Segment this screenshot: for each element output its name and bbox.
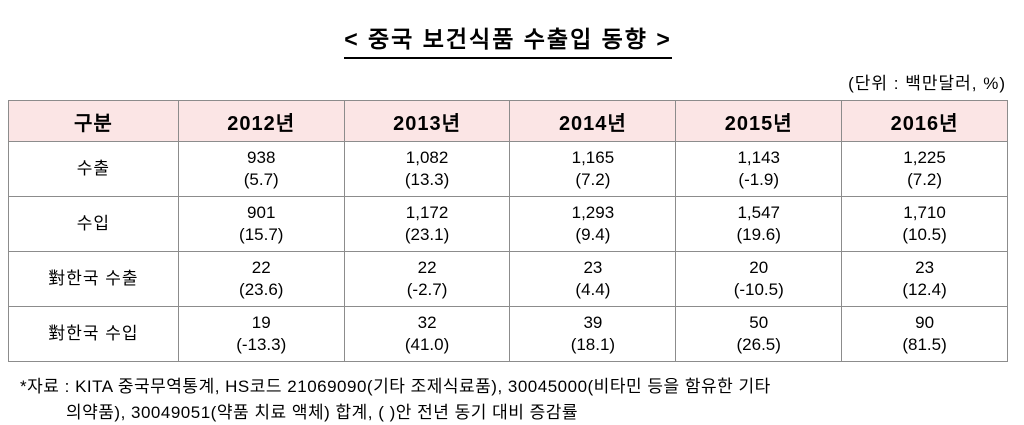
growth-rate: (7.2) xyxy=(510,169,675,191)
growth-rate: (23.1) xyxy=(345,224,510,246)
value-cell: 1,165 (7.2) xyxy=(510,142,676,197)
growth-rate: (12.4) xyxy=(842,279,1007,301)
main-value: 1,710 xyxy=(842,202,1007,224)
column-header-2013: 2013년 xyxy=(344,101,510,142)
value-cell: 1,143 (-1.9) xyxy=(676,142,842,197)
footnote-line-1: *자료 : KITA 중국무역통계, HS코드 21069090(기타 조제식료… xyxy=(20,374,1008,400)
main-value: 22 xyxy=(179,257,344,279)
growth-rate: (5.7) xyxy=(179,169,344,191)
main-value: 50 xyxy=(676,312,841,334)
table-row-import-from-korea: 對한국 수입 19 (-13.3) 32 (41.0) 39 (18.1) 50… xyxy=(9,307,1008,362)
growth-rate: (19.6) xyxy=(676,224,841,246)
table-row-export: 수출 938 (5.7) 1,082 (13.3) 1,165 (7.2) 1,… xyxy=(9,142,1008,197)
growth-rate: (-1.9) xyxy=(676,169,841,191)
value-cell: 901 (15.7) xyxy=(178,197,344,252)
trade-data-table: 구분 2012년 2013년 2014년 2015년 2016년 수출 938 … xyxy=(8,100,1008,362)
main-value: 19 xyxy=(179,312,344,334)
value-cell: 938 (5.7) xyxy=(178,142,344,197)
row-label: 對한국 수출 xyxy=(9,252,179,307)
growth-rate: (-2.7) xyxy=(345,279,510,301)
value-cell: 1,082 (13.3) xyxy=(344,142,510,197)
growth-rate: (15.7) xyxy=(179,224,344,246)
growth-rate: (10.5) xyxy=(842,224,1007,246)
value-cell: 22 (23.6) xyxy=(178,252,344,307)
main-value: 32 xyxy=(345,312,510,334)
main-value: 39 xyxy=(510,312,675,334)
growth-rate: (9.4) xyxy=(510,224,675,246)
value-cell: 39 (18.1) xyxy=(510,307,676,362)
unit-label: (단위 : 백만달러, %) xyxy=(8,69,1006,94)
column-header-2012: 2012년 xyxy=(178,101,344,142)
value-cell: 1,710 (10.5) xyxy=(842,197,1008,252)
value-cell: 1,172 (23.1) xyxy=(344,197,510,252)
growth-rate: (18.1) xyxy=(510,334,675,356)
growth-rate: (-13.3) xyxy=(179,334,344,356)
value-cell: 1,293 (9.4) xyxy=(510,197,676,252)
title-container: < 중국 보건식품 수출입 동향 > xyxy=(8,20,1008,59)
column-header-2015: 2015년 xyxy=(676,101,842,142)
main-value: 938 xyxy=(179,147,344,169)
source-footnote: *자료 : KITA 중국무역통계, HS코드 21069090(기타 조제식료… xyxy=(8,374,1008,425)
main-value: 1,143 xyxy=(676,147,841,169)
footnote-line-2: 의약품), 30049051(약품 치료 액체) 합계, ( )안 전년 동기 … xyxy=(20,400,1008,425)
growth-rate: (4.4) xyxy=(510,279,675,301)
main-value: 1,225 xyxy=(842,147,1007,169)
value-cell: 20 (-10.5) xyxy=(676,252,842,307)
value-cell: 90 (81.5) xyxy=(842,307,1008,362)
table-header-row: 구분 2012년 2013년 2014년 2015년 2016년 xyxy=(9,101,1008,142)
main-value: 23 xyxy=(842,257,1007,279)
value-cell: 23 (12.4) xyxy=(842,252,1008,307)
main-value: 23 xyxy=(510,257,675,279)
value-cell: 1,547 (19.6) xyxy=(676,197,842,252)
main-value: 1,172 xyxy=(345,202,510,224)
column-header-category: 구분 xyxy=(9,101,179,142)
main-value: 1,165 xyxy=(510,147,675,169)
growth-rate: (7.2) xyxy=(842,169,1007,191)
growth-rate: (13.3) xyxy=(345,169,510,191)
main-value: 1,082 xyxy=(345,147,510,169)
value-cell: 50 (26.5) xyxy=(676,307,842,362)
value-cell: 1,225 (7.2) xyxy=(842,142,1008,197)
growth-rate: (41.0) xyxy=(345,334,510,356)
main-value: 1,293 xyxy=(510,202,675,224)
value-cell: 32 (41.0) xyxy=(344,307,510,362)
growth-rate: (23.6) xyxy=(179,279,344,301)
value-cell: 19 (-13.3) xyxy=(178,307,344,362)
main-value: 901 xyxy=(179,202,344,224)
value-cell: 22 (-2.7) xyxy=(344,252,510,307)
main-value: 22 xyxy=(345,257,510,279)
table-row-export-to-korea: 對한국 수출 22 (23.6) 22 (-2.7) 23 (4.4) 20 (… xyxy=(9,252,1008,307)
main-value: 20 xyxy=(676,257,841,279)
row-label: 對한국 수입 xyxy=(9,307,179,362)
main-value: 90 xyxy=(842,312,1007,334)
main-value: 1,547 xyxy=(676,202,841,224)
growth-rate: (-10.5) xyxy=(676,279,841,301)
page-title: < 중국 보건식품 수출입 동향 > xyxy=(344,20,672,59)
column-header-2016: 2016년 xyxy=(842,101,1008,142)
row-label: 수입 xyxy=(9,197,179,252)
growth-rate: (26.5) xyxy=(676,334,841,356)
growth-rate: (81.5) xyxy=(842,334,1007,356)
value-cell: 23 (4.4) xyxy=(510,252,676,307)
table-row-import: 수입 901 (15.7) 1,172 (23.1) 1,293 (9.4) 1… xyxy=(9,197,1008,252)
column-header-2014: 2014년 xyxy=(510,101,676,142)
row-label: 수출 xyxy=(9,142,179,197)
